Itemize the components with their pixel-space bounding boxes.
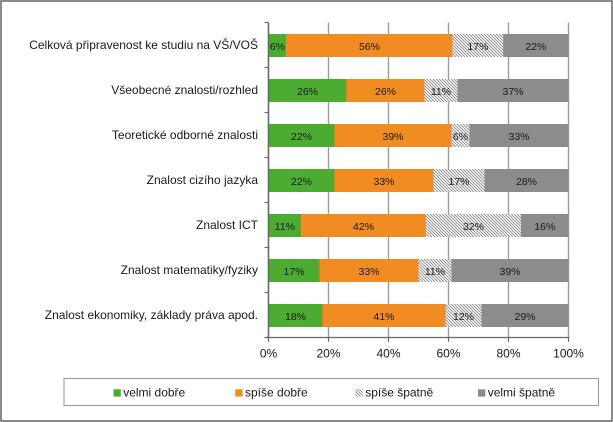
svg-text:32%: 32% (463, 221, 484, 233)
svg-text:Všeobecné znalosti/rozhled: Všeobecné znalosti/rozhled (111, 83, 258, 97)
svg-text:56%: 56% (359, 41, 380, 53)
svg-text:Znalost ekonomiky, základy prá: Znalost ekonomiky, základy práva apod. (45, 308, 258, 322)
svg-text:Celková připravenost ke studiu: Celková připravenost ke studiu na VŠ/VOŠ (29, 37, 258, 52)
svg-text:11%: 11% (431, 86, 451, 98)
svg-text:velmi špatně: velmi špatně (488, 386, 556, 400)
svg-text:39%: 39% (499, 266, 520, 278)
svg-text:33%: 33% (358, 266, 379, 278)
svg-text:41%: 41% (373, 311, 394, 323)
svg-text:spíše dobře: spíše dobře (245, 386, 308, 400)
svg-text:26%: 26% (297, 86, 318, 98)
svg-text:spíše špatně: spíše špatně (365, 386, 433, 400)
svg-text:16%: 16% (534, 221, 555, 233)
svg-text:28%: 28% (516, 176, 537, 188)
svg-text:0%: 0% (260, 347, 278, 361)
svg-text:Znalost matematiky/fyziky: Znalost matematiky/fyziky (121, 263, 258, 277)
svg-text:22%: 22% (291, 131, 312, 143)
svg-text:6%: 6% (453, 131, 468, 143)
svg-text:80%: 80% (496, 347, 520, 361)
svg-text:Teoretické odborné znalosti: Teoretické odborné znalosti (112, 128, 258, 142)
svg-text:42%: 42% (353, 221, 374, 233)
svg-text:6%: 6% (270, 41, 285, 53)
svg-text:18%: 18% (285, 311, 306, 323)
svg-text:26%: 26% (375, 86, 396, 98)
svg-text:17%: 17% (467, 41, 488, 53)
svg-text:33%: 33% (373, 176, 394, 188)
svg-text:17%: 17% (448, 176, 469, 188)
svg-text:60%: 60% (436, 347, 460, 361)
svg-text:100%: 100% (553, 347, 584, 361)
svg-text:11%: 11% (425, 266, 445, 278)
svg-text:11%: 11% (275, 221, 295, 233)
svg-text:22%: 22% (291, 176, 312, 188)
svg-text:Znalost cizího jazyka: Znalost cizího jazyka (147, 173, 259, 187)
svg-text:17%: 17% (283, 266, 304, 278)
svg-text:12%: 12% (453, 311, 474, 323)
svg-text:33%: 33% (508, 131, 529, 143)
svg-text:Znalost ICT: Znalost ICT (196, 218, 259, 232)
svg-text:29%: 29% (514, 311, 535, 323)
svg-text:40%: 40% (376, 347, 400, 361)
svg-text:20%: 20% (316, 347, 340, 361)
svg-text:37%: 37% (502, 86, 523, 98)
svg-text:39%: 39% (382, 131, 403, 143)
svg-text:22%: 22% (525, 41, 546, 53)
svg-text:velmi dobře: velmi dobře (123, 386, 185, 400)
